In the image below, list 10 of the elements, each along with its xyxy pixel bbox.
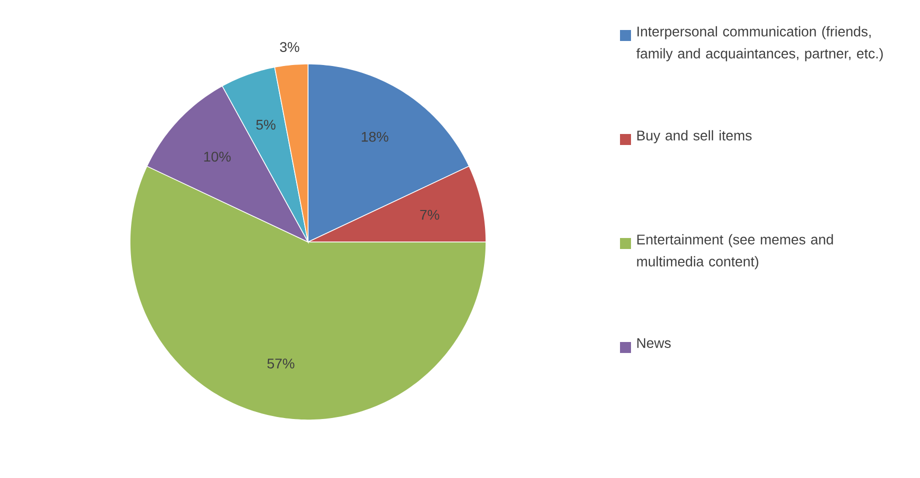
data-label: 3% <box>280 42 300 52</box>
legend-label: Entertainment (see memes and multimedia content) <box>637 234 833 270</box>
legend-label: Buy and sell items <box>637 130 752 144</box>
data-label: 5% <box>256 120 276 130</box>
data-label: 57% <box>267 358 294 369</box>
data-label: 18% <box>362 132 388 142</box>
data-label: 7% <box>420 210 440 220</box>
data-label: 10% <box>204 152 231 162</box>
legend-label: Interpersonal communication (friends, family and acquaintances, partner, etc.) <box>636 26 883 62</box>
legend-label: News <box>637 338 671 348</box>
